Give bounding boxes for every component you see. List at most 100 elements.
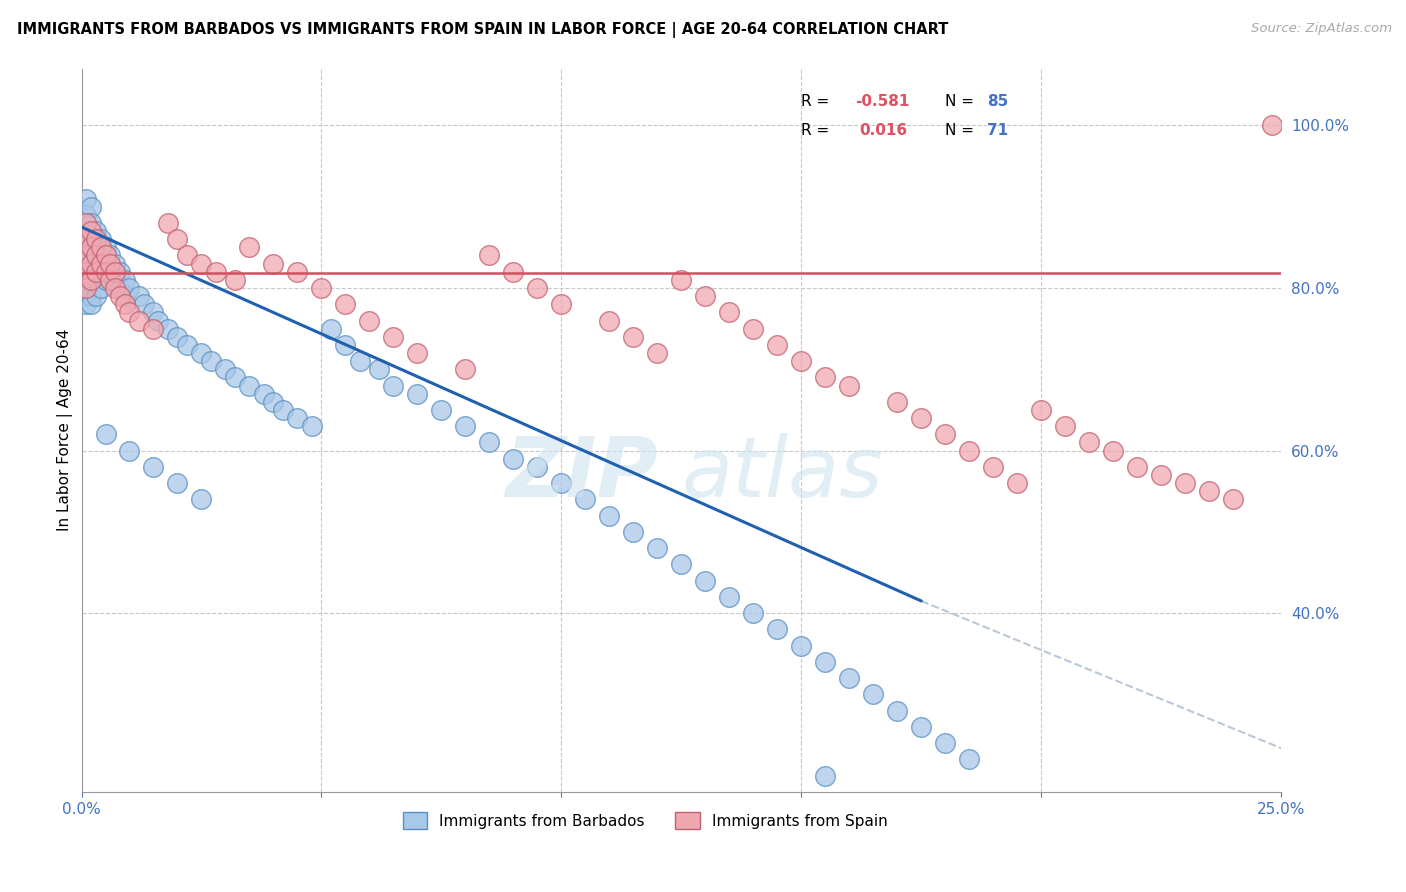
Point	[75, 192, 97, 206]
Point	[957, 752, 980, 766]
Point	[382, 330, 405, 344]
Point	[574, 492, 596, 507]
Point	[368, 362, 391, 376]
Text: N =: N =	[945, 123, 979, 137]
Point	[838, 671, 860, 685]
Point	[80, 257, 103, 271]
Point	[80, 273, 103, 287]
Point	[90, 257, 112, 271]
Point	[80, 200, 103, 214]
Point	[766, 623, 789, 637]
Point	[75, 289, 97, 303]
Point	[253, 386, 276, 401]
Point	[94, 265, 117, 279]
Point	[75, 273, 97, 287]
Point	[1031, 403, 1053, 417]
Point	[934, 427, 956, 442]
Point	[766, 338, 789, 352]
Point	[80, 240, 103, 254]
Point	[598, 508, 620, 523]
Point	[502, 265, 524, 279]
Point	[104, 257, 127, 271]
Point	[132, 297, 155, 311]
Point	[75, 240, 97, 254]
Point	[319, 321, 342, 335]
Point	[94, 248, 117, 262]
Point	[176, 248, 198, 262]
Point	[910, 720, 932, 734]
Point	[98, 257, 121, 271]
Point	[287, 265, 309, 279]
Point	[80, 224, 103, 238]
Point	[104, 273, 127, 287]
Point	[190, 492, 212, 507]
Point	[478, 248, 501, 262]
Point	[94, 240, 117, 254]
Point	[75, 232, 97, 246]
Point	[359, 313, 381, 327]
Point	[90, 265, 112, 279]
Point	[90, 281, 112, 295]
Text: ZIP: ZIP	[505, 434, 658, 514]
Point	[142, 321, 165, 335]
Text: 0.016: 0.016	[859, 123, 907, 137]
Point	[142, 459, 165, 474]
Point	[647, 541, 669, 555]
Point	[84, 248, 107, 262]
Point	[190, 257, 212, 271]
Point	[647, 346, 669, 360]
Point	[224, 370, 246, 384]
Point	[382, 378, 405, 392]
Point	[90, 232, 112, 246]
Point	[550, 297, 572, 311]
Point	[75, 265, 97, 279]
Point	[621, 330, 644, 344]
Point	[148, 313, 170, 327]
Point	[621, 524, 644, 539]
Point	[502, 451, 524, 466]
Point	[1174, 476, 1197, 491]
Point	[790, 354, 813, 368]
Point	[104, 281, 127, 295]
Point	[695, 574, 717, 588]
Point	[886, 394, 908, 409]
Point	[1222, 492, 1244, 507]
Point	[1150, 467, 1173, 482]
Point	[75, 224, 97, 238]
Point	[166, 232, 188, 246]
Point	[118, 305, 141, 319]
Point	[176, 338, 198, 352]
Point	[598, 313, 620, 327]
Point	[80, 289, 103, 303]
Point	[478, 435, 501, 450]
Point	[104, 265, 127, 279]
Text: atlas: atlas	[682, 434, 883, 514]
Point	[718, 305, 741, 319]
Text: IMMIGRANTS FROM BARBADOS VS IMMIGRANTS FROM SPAIN IN LABOR FORCE | AGE 20-64 COR: IMMIGRANTS FROM BARBADOS VS IMMIGRANTS F…	[17, 22, 948, 38]
Point	[526, 459, 548, 474]
Point	[671, 273, 693, 287]
Point	[1078, 435, 1101, 450]
Text: Source: ZipAtlas.com: Source: ZipAtlas.com	[1251, 22, 1392, 36]
Point	[335, 338, 357, 352]
Point	[114, 273, 136, 287]
Point	[1102, 443, 1125, 458]
Point	[301, 419, 323, 434]
Point	[118, 443, 141, 458]
Point	[80, 273, 103, 287]
Point	[238, 378, 260, 392]
Point	[156, 216, 179, 230]
Point	[75, 257, 97, 271]
Point	[224, 273, 246, 287]
Point	[75, 281, 97, 295]
Point	[84, 265, 107, 279]
Point	[84, 257, 107, 271]
Point	[84, 289, 107, 303]
Text: R =: R =	[801, 94, 834, 109]
Point	[80, 240, 103, 254]
Point	[75, 248, 97, 262]
Point	[454, 419, 477, 434]
Point	[75, 216, 97, 230]
Text: 71: 71	[987, 123, 1008, 137]
Point	[80, 216, 103, 230]
